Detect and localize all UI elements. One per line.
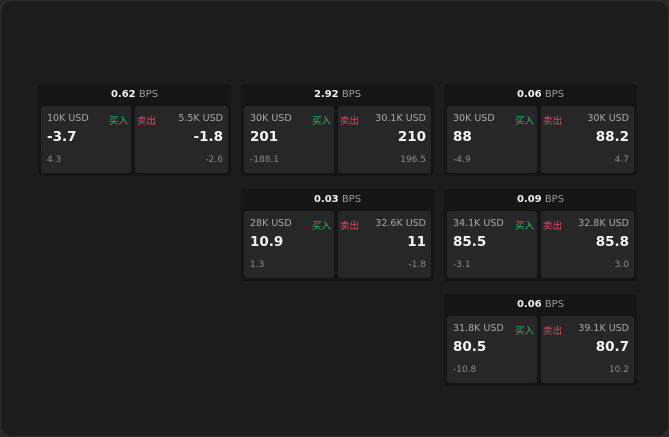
buy-label: 买入 [514,326,534,337]
sell-price: 88.2 [595,129,629,145]
buy-price: 10.9 [250,234,284,250]
quote-card[interactable]: 0.06 BPS 30K USD 买入 88 -4.9 30K USD 卖出 88.2 4.7 [444,84,637,176]
sell-change: 196.5 [400,155,426,165]
spread-unit: BPS [138,89,159,100]
buy-size: 28K USD [250,218,292,229]
buy-change: -188.1 [250,155,280,165]
sell-size: 32.6K USD [375,218,426,229]
buy-size: 30K USD [453,113,495,124]
sell-panel[interactable]: 30K USD 卖出 88.2 4.7 [541,106,634,173]
sell-label: 卖出 [137,116,157,127]
buy-change: 4.3 [47,155,62,165]
sell-label: 卖出 [543,221,563,232]
spread-unit: BPS [544,194,565,205]
spread-header: 0.09 BPS [444,189,637,211]
sell-panel[interactable]: 39.1K USD 卖出 80.7 10.2 [541,316,634,383]
spread-value: 0.06 [516,299,542,310]
sell-size: 39.1K USD [578,323,629,334]
spread-header: 0.06 BPS [444,84,637,106]
buy-change: -4.9 [453,155,471,165]
sell-panel[interactable]: 5.5K USD 卖出 -1.8 -2.6 [135,106,228,173]
sell-change: 10.2 [608,365,629,375]
spread-value: 2.92 [313,89,339,100]
sell-size: 30K USD [587,113,629,124]
buy-label: 买入 [514,221,534,232]
spread-header: 2.92 BPS [241,84,434,106]
spread-header: 0.62 BPS [38,84,231,106]
spread-header: 0.03 BPS [241,189,434,211]
buy-price: 88 [453,129,472,145]
buy-size: 30K USD [250,113,292,124]
quote-card[interactable]: 0.06 BPS 31.8K USD 买入 80.5 -10.8 39.1K USD 卖出 8… [444,294,637,386]
sell-size: 32.8K USD [578,218,629,229]
sell-price: -1.8 [193,129,223,145]
buy-label: 买入 [311,116,331,127]
buy-label: 买入 [514,116,534,127]
spread-unit: BPS [341,89,362,100]
sell-price: 210 [397,129,426,145]
buy-size: 10K USD [47,113,89,124]
spread-value: 0.03 [313,194,339,205]
buy-price: -3.7 [47,129,77,145]
buy-price: 80.5 [453,339,487,355]
quote-card[interactable]: 0.03 BPS 28K USD 买入 10.9 1.3 32.6K USD 卖出 11 -1.… [241,189,434,281]
sell-panel[interactable]: 32.8K USD 卖出 85.8 3.0 [541,211,634,278]
buy-change: -3.1 [453,260,471,270]
spread-header: 0.06 BPS [444,294,637,316]
buy-panel[interactable]: 30K USD 买入 88 -4.9 [447,106,537,173]
spread-value: 0.06 [516,89,542,100]
sell-change: -2.6 [205,155,223,165]
spread-value: 0.09 [516,194,542,205]
sell-change: 4.7 [614,155,629,165]
buy-change: -10.8 [453,365,477,375]
quote-card[interactable]: 0.09 BPS 34.1K USD 买入 85.5 -3.1 32.8K USD 卖出 85… [444,189,637,281]
buy-panel[interactable]: 10K USD 买入 -3.7 4.3 [41,106,131,173]
buy-price: 85.5 [453,234,487,250]
buy-label: 买入 [108,116,128,127]
buy-panel[interactable]: 30K USD 买入 201 -188.1 [244,106,334,173]
spread-value: 0.62 [110,89,136,100]
quote-card[interactable]: 2.92 BPS 30K USD 买入 201 -188.1 30.1K USD 卖出 210… [241,84,434,176]
sell-price: 11 [407,234,426,250]
buy-panel[interactable]: 34.1K USD 买入 85.5 -3.1 [447,211,537,278]
quote-card[interactable]: 0.62 BPS 10K USD 买入 -3.7 4.3 5.5K USD 卖出 -1.8 -2… [38,84,231,176]
spread-unit: BPS [544,299,565,310]
sell-label: 卖出 [340,116,360,127]
sell-change: -1.8 [408,260,426,270]
buy-panel[interactable]: 31.8K USD 买入 80.5 -10.8 [447,316,537,383]
sell-label: 卖出 [543,326,563,337]
buy-price: 201 [250,129,279,145]
sell-price: 85.8 [595,234,629,250]
buy-size: 31.8K USD [453,323,504,334]
sell-price: 80.7 [595,339,629,355]
sell-size: 5.5K USD [178,113,223,124]
sell-change: 3.0 [614,260,629,270]
buy-label: 买入 [311,221,331,232]
sell-size: 30.1K USD [375,113,426,124]
sell-label: 卖出 [543,116,563,127]
sell-label: 卖出 [340,221,360,232]
sell-panel[interactable]: 32.6K USD 卖出 11 -1.8 [338,211,431,278]
buy-panel[interactable]: 28K USD 买入 10.9 1.3 [244,211,334,278]
buy-change: 1.3 [250,260,265,270]
buy-size: 34.1K USD [453,218,504,229]
spread-unit: BPS [341,194,362,205]
spread-unit: BPS [544,89,565,100]
sell-panel[interactable]: 30.1K USD 卖出 210 196.5 [338,106,431,173]
